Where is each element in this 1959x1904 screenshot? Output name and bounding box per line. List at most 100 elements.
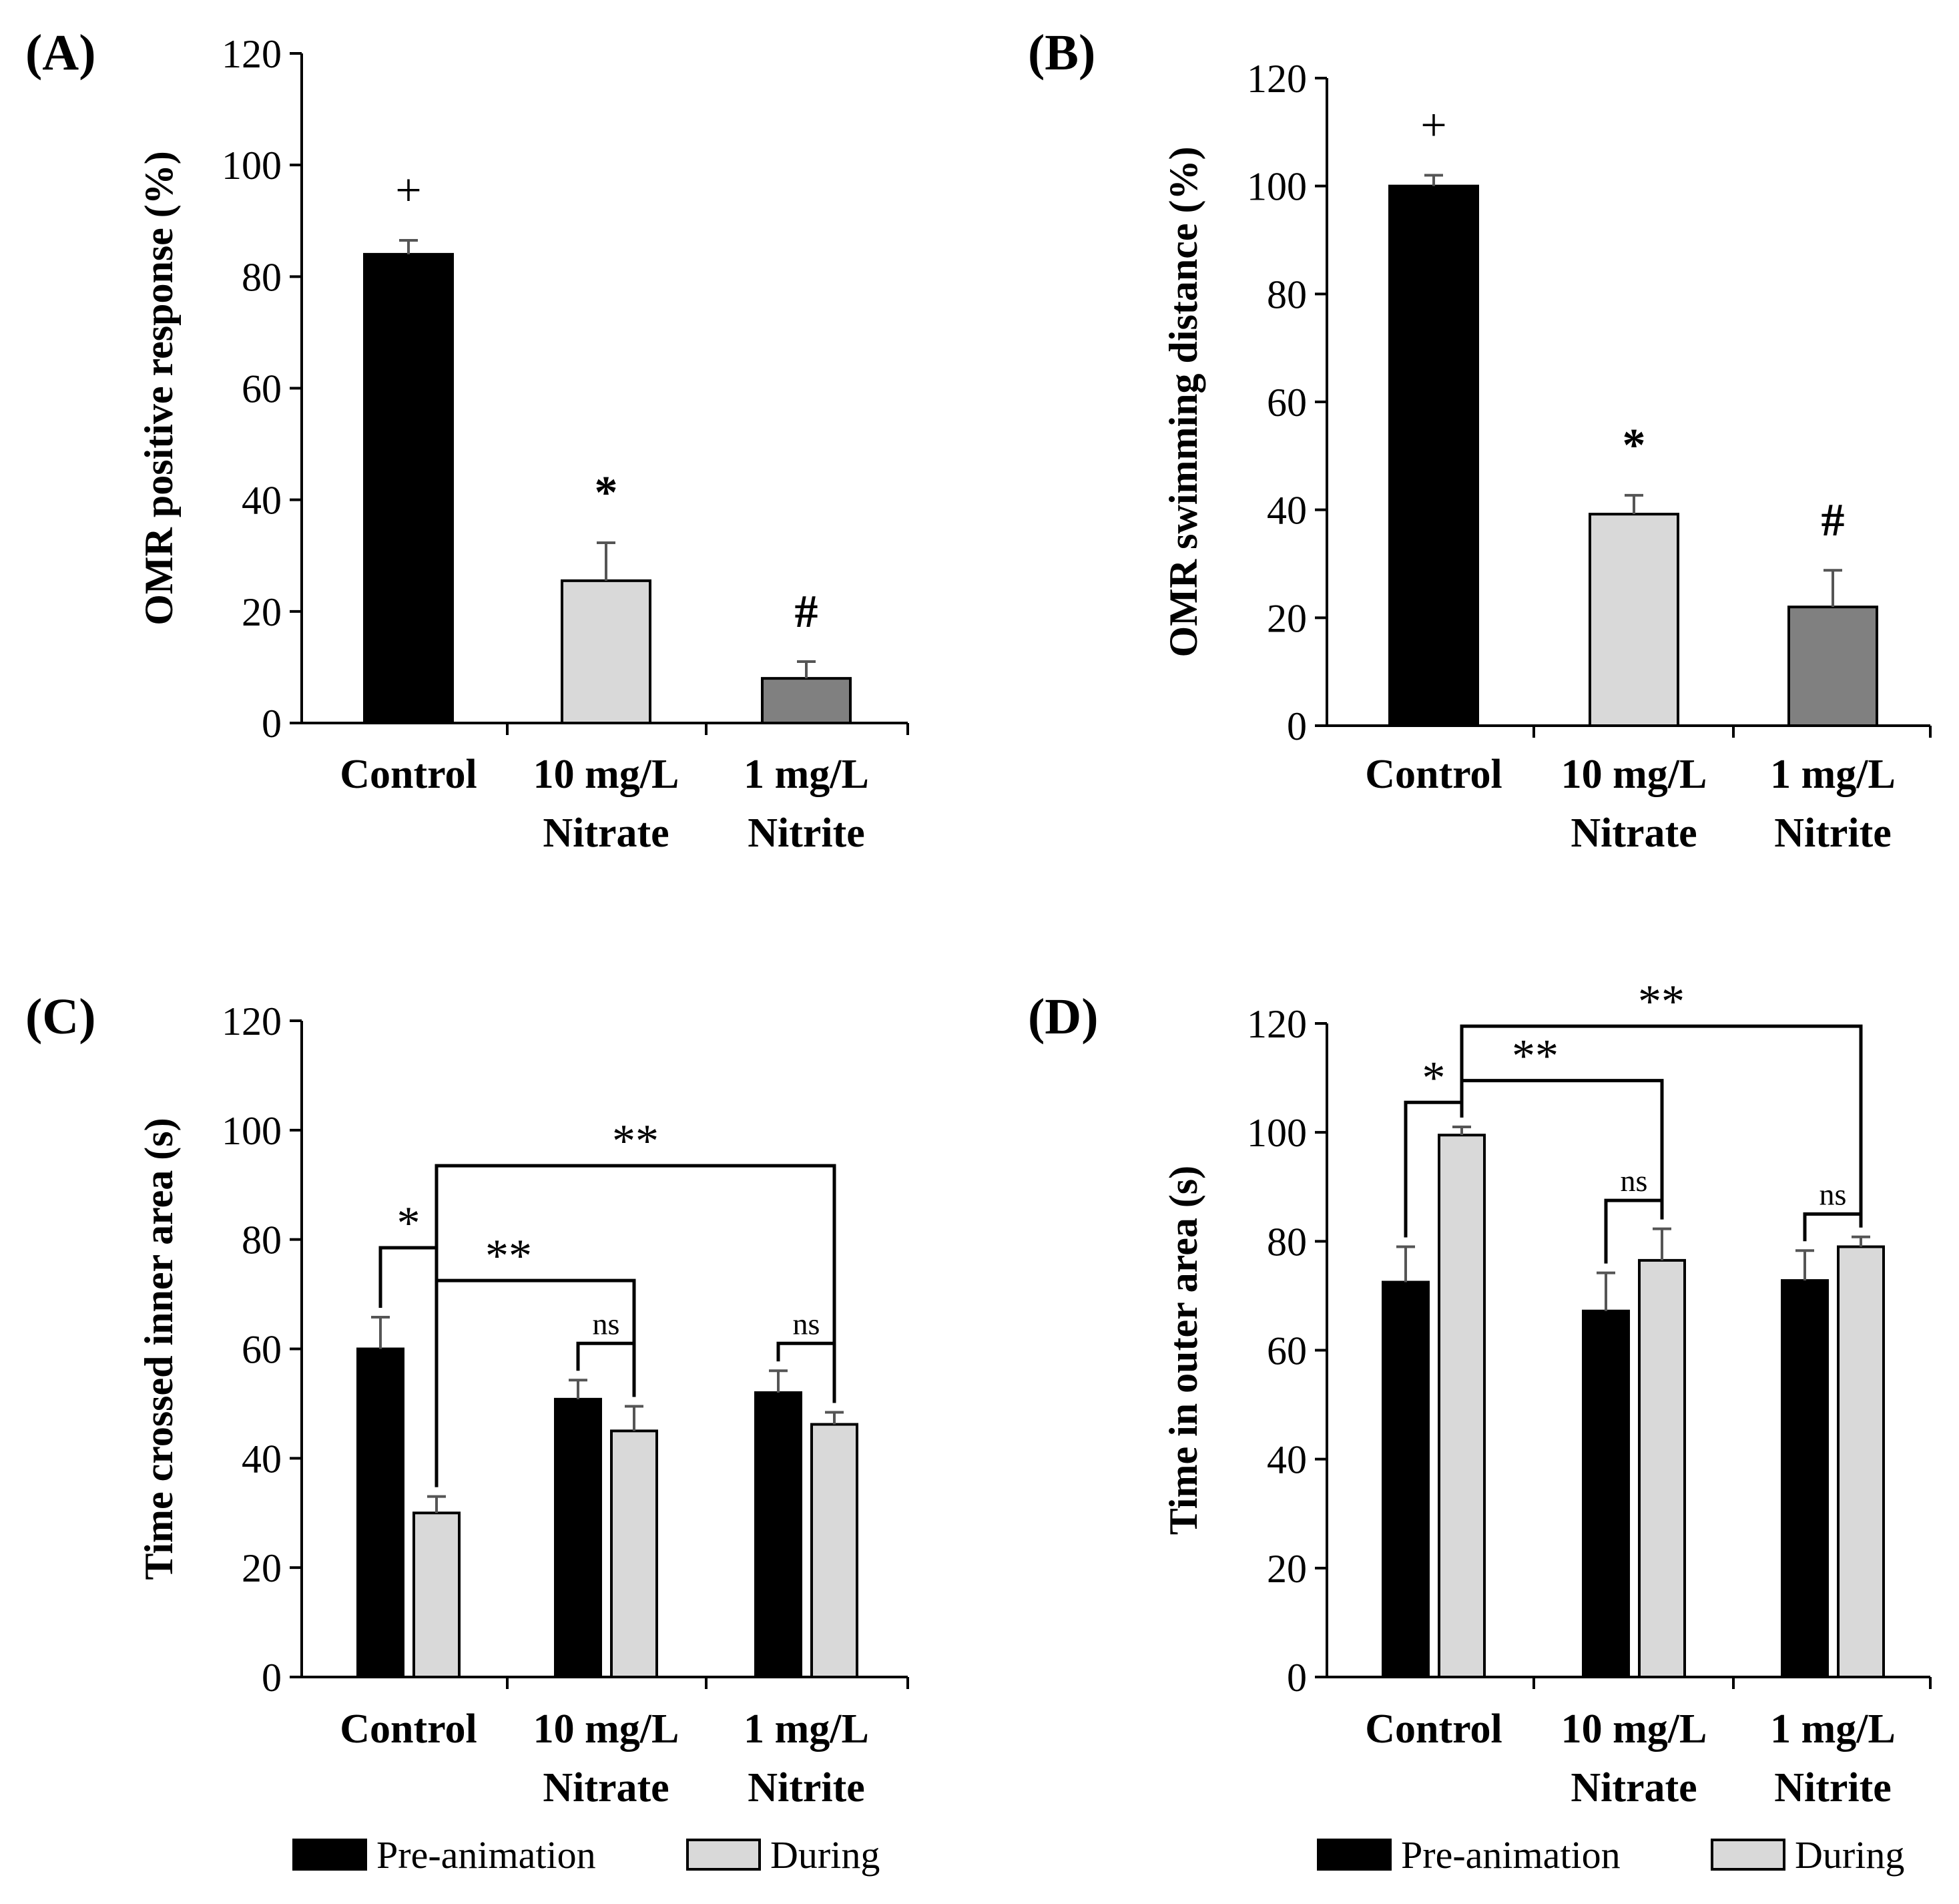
legend-swatch <box>292 1839 367 1871</box>
bar[interactable] <box>356 1347 404 1678</box>
chart-panel-a: (A) 0 20 40 60 80 100 120 OMR positive response … <box>25 25 909 856</box>
legend-label: Pre-animation <box>1401 1833 1621 1877</box>
legend-label: During <box>770 1833 880 1877</box>
y-tick-label: 60 <box>242 367 282 411</box>
legend: Pre-animation During <box>1317 1833 1904 1877</box>
y-tick-label: 120 <box>222 999 282 1043</box>
x-tick-label: 1 mg/L <box>744 1706 869 1752</box>
x-tick-label: Nitrite <box>1774 810 1892 856</box>
y-tick-label: 0 <box>262 1656 282 1700</box>
x-tick-label: 10 mg/L <box>1561 1706 1707 1752</box>
significance-bracket <box>576 1341 636 1397</box>
significance-bracket <box>435 1164 836 1344</box>
legend-swatch <box>686 1839 761 1871</box>
significance-marker: # <box>1822 495 1845 546</box>
y-tick-label: 0 <box>1287 704 1307 748</box>
significance-bracket <box>378 1246 439 1487</box>
y-tick-label: 20 <box>242 1546 282 1590</box>
significance-marker: * <box>1623 420 1646 471</box>
x-tick-label: 10 mg/L <box>1561 752 1707 797</box>
panel-label: (B) <box>1028 25 1095 81</box>
panel-label: (C) <box>25 989 96 1045</box>
bar[interactable] <box>1638 1258 1686 1678</box>
panel-label: (A) <box>25 25 96 81</box>
y-tick-label: 0 <box>262 702 282 746</box>
legend-swatch <box>1317 1839 1392 1871</box>
bar[interactable] <box>1589 513 1679 728</box>
bar[interactable] <box>1781 1279 1829 1679</box>
bar[interactable] <box>1382 1280 1430 1679</box>
y-tick-label: 20 <box>1267 1547 1307 1591</box>
significance-label: ** <box>485 1230 532 1282</box>
y-tick-label: 40 <box>242 479 282 523</box>
legend-label: Pre-animation <box>376 1833 596 1877</box>
significance-label: ns <box>1820 1178 1847 1212</box>
x-tick-label: Nitrate <box>543 1765 669 1811</box>
y-tick-label: 80 <box>242 1218 282 1262</box>
x-tick-label: Control <box>340 752 477 797</box>
y-tick-label: 100 <box>1247 1111 1307 1155</box>
significance-bracket <box>435 1247 636 1344</box>
x-tick-label: 1 mg/L <box>1770 752 1896 797</box>
y-tick-label: 40 <box>1267 1438 1307 1482</box>
y-axis-title: Time in outer area (s) <box>1161 1166 1205 1535</box>
bar[interactable] <box>754 1391 802 1679</box>
bar[interactable] <box>610 1429 658 1678</box>
significance-label: ns <box>793 1306 820 1341</box>
bar[interactable] <box>1388 184 1479 727</box>
y-tick-label: 120 <box>1247 57 1307 101</box>
significance-bracket <box>776 1341 836 1403</box>
y-tick-label: 80 <box>1267 1220 1307 1264</box>
x-tick-label: Control <box>340 1706 477 1752</box>
significance-bracket <box>1604 1198 1664 1264</box>
y-tick-label: 100 <box>1247 165 1307 209</box>
significance-label: * <box>1422 1052 1446 1104</box>
y-tick-label: 0 <box>1287 1656 1307 1700</box>
x-tick-label: 10 mg/L <box>533 1706 679 1752</box>
x-tick-label: Nitrite <box>748 1765 865 1811</box>
panel-label: (D) <box>1028 989 1099 1045</box>
significance-marker: + <box>395 165 421 216</box>
y-tick-label: 60 <box>1267 381 1307 425</box>
bar[interactable] <box>1837 1245 1885 1679</box>
bar[interactable] <box>554 1397 602 1678</box>
significance-marker: # <box>795 586 818 638</box>
legend: Pre-animation During <box>292 1833 880 1877</box>
bar[interactable] <box>810 1423 858 1678</box>
y-tick-label: 60 <box>242 1328 282 1372</box>
y-axis-title: Time crossed inner area (s) <box>137 1118 181 1580</box>
y-tick-label: 100 <box>222 144 282 188</box>
x-tick-label: Control <box>1365 1706 1502 1752</box>
x-tick-label: Nitrite <box>748 810 865 856</box>
y-axis-title: OMR positive response (%) <box>137 151 181 626</box>
significance-label: * <box>397 1198 421 1249</box>
x-tick-label: Nitrate <box>543 810 669 856</box>
y-tick-label: 120 <box>222 32 282 76</box>
y-tick-label: 40 <box>1267 489 1307 533</box>
x-tick-label: 1 mg/L <box>1770 1706 1896 1752</box>
y-tick-label: 100 <box>222 1109 282 1153</box>
x-tick-label: Control <box>1365 752 1502 797</box>
significance-label: ** <box>1638 976 1685 1027</box>
x-tick-label: 10 mg/L <box>533 752 679 797</box>
x-tick-label: 1 mg/L <box>744 752 869 797</box>
bar[interactable] <box>412 1511 461 1678</box>
y-tick-label: 80 <box>242 255 282 299</box>
bar[interactable] <box>561 579 651 724</box>
significance-bracket <box>1803 1212 1863 1242</box>
significance-label: ns <box>1621 1164 1648 1198</box>
bar[interactable] <box>1787 606 1878 728</box>
bar[interactable] <box>761 677 852 725</box>
y-tick-label: 40 <box>242 1437 282 1481</box>
bar[interactable] <box>1438 1134 1486 1678</box>
significance-label: ** <box>612 1116 659 1167</box>
x-tick-label: Nitrite <box>1774 1765 1892 1811</box>
x-tick-label: Nitrate <box>1571 810 1697 856</box>
y-tick-label: 120 <box>1247 1002 1307 1046</box>
chart-panel-b: (B) 0 20 40 60 80 100 120 OMR swimming distance … <box>1028 25 1932 856</box>
y-tick-label: 60 <box>1267 1329 1307 1373</box>
significance-bracket <box>1404 1100 1464 1238</box>
bar[interactable] <box>1582 1309 1630 1678</box>
bar[interactable] <box>363 252 454 724</box>
